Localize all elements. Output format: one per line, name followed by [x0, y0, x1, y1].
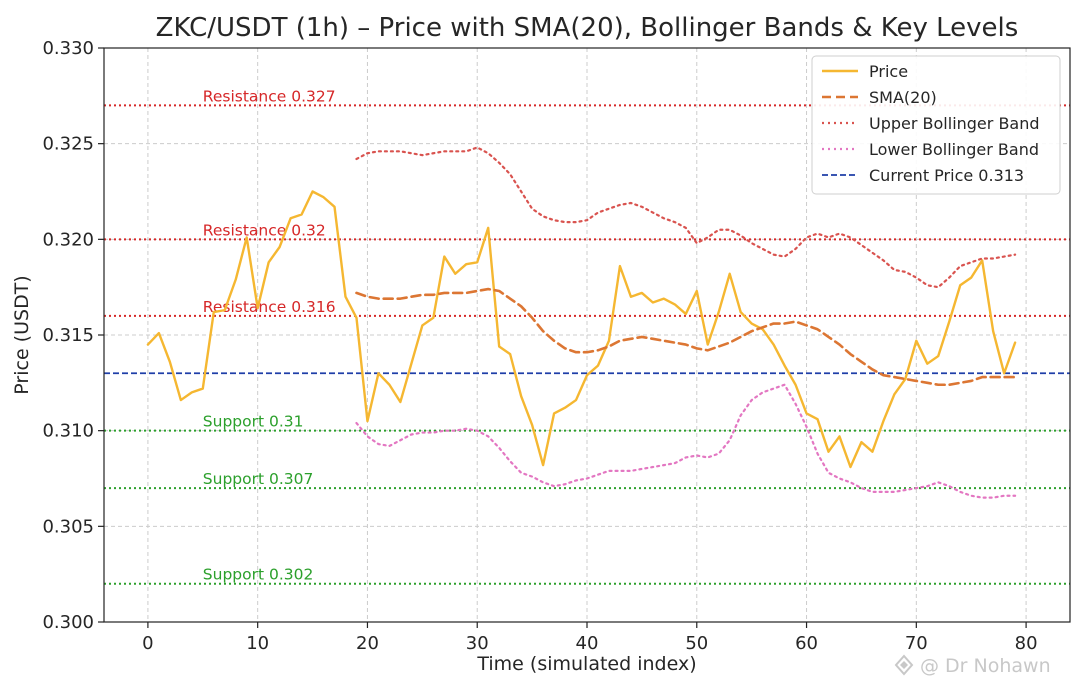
legend: Price SMA(20) Upper Bollinger Band Lower Bo… — [811, 55, 1061, 195]
legend-label-current-price-0-313: Current Price 0.313 — [869, 166, 1024, 185]
chart-title: ZKC/USDT (1h) – Price with SMA(20), Boll… — [156, 13, 1019, 43]
x-tick-label: 70 — [905, 633, 928, 654]
legend-label-lower-bollinger-band: Lower Bollinger Band — [869, 140, 1039, 159]
series-price — [146, 190, 1017, 469]
axis-ticks: 0 10 20 30 40 50 60 70 80 0.300 0.305 0.310 0.315 0.3… — [42, 38, 1037, 654]
legend-label-price: Price — [869, 62, 908, 81]
x-tick-label: 10 — [246, 633, 269, 654]
resistance-label-0-316: Resistance 0.316 — [203, 298, 336, 316]
watermark: @ Dr Nohawn — [894, 654, 1051, 677]
legend-label-sma-20: SMA(20) — [869, 88, 937, 107]
y-tick-label: 0.315 — [42, 325, 94, 346]
x-tick-label: 20 — [356, 633, 379, 654]
x-axis-label: Time (simulated index) — [476, 653, 696, 675]
y-tick-label: 0.300 — [42, 612, 94, 633]
y-tick-label: 0.305 — [42, 516, 94, 537]
y-axis-label: Price (USDT) — [11, 275, 33, 394]
resistance-label-0-327: Resistance 0.327 — [203, 87, 336, 105]
resistance-label-0-32: Resistance 0.32 — [203, 221, 326, 239]
x-tick-label: 30 — [466, 633, 489, 654]
x-tick-label: 80 — [1015, 633, 1038, 654]
legend-label-upper-bollinger-band: Upper Bollinger Band — [869, 114, 1040, 133]
y-tick-label: 0.310 — [42, 421, 94, 442]
legend-box — [811, 55, 1061, 195]
series-lines — [146, 146, 1017, 499]
y-tick-label: 0.330 — [42, 38, 94, 59]
series-lower-bollinger-band — [355, 383, 1017, 499]
x-tick-label: 50 — [685, 633, 708, 654]
series-sma-20 — [355, 287, 1017, 387]
support-label-0-302: Support 0.302 — [203, 566, 314, 584]
y-tick-label: 0.325 — [42, 134, 94, 155]
watermark-logo-icon — [894, 654, 914, 676]
x-tick-label: 0 — [142, 633, 153, 654]
series-upper-bollinger-band — [355, 146, 1017, 289]
x-tick-label: 60 — [795, 633, 818, 654]
y-tick-label: 0.320 — [42, 229, 94, 250]
watermark-text: @ Dr Nohawn — [920, 655, 1051, 677]
x-tick-label: 40 — [576, 633, 599, 654]
support-label-0-31: Support 0.31 — [203, 413, 304, 431]
support-label-0-307: Support 0.307 — [203, 470, 314, 488]
